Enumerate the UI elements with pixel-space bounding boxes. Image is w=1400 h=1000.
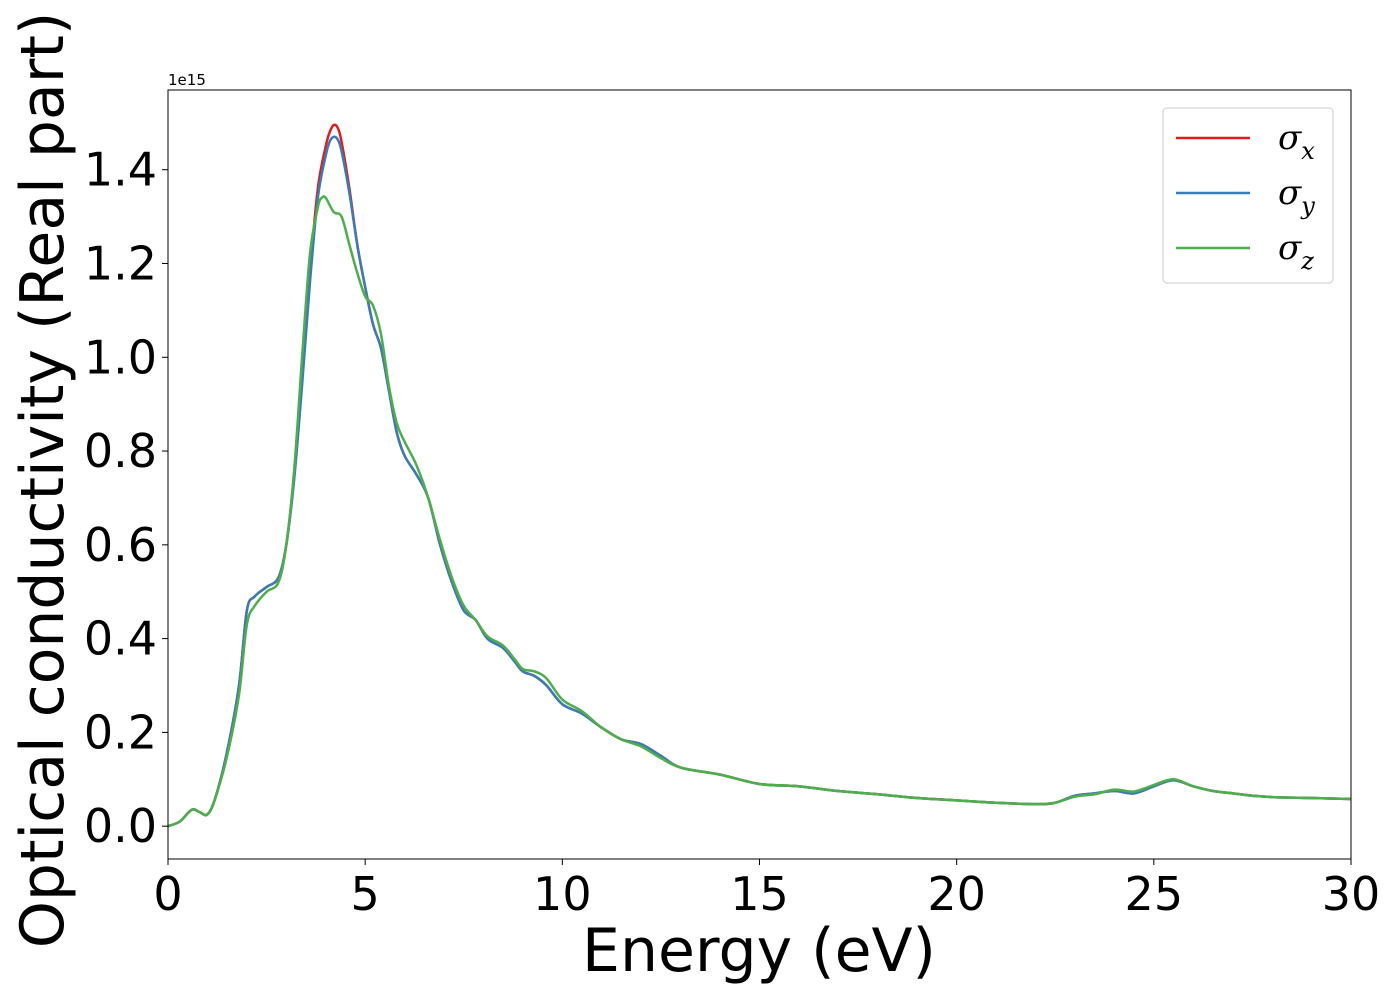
legend-label-z: σz	[1278, 228, 1314, 275]
y-tick-label: 0.2	[84, 705, 157, 759]
y-tick-label: 1.2	[84, 236, 157, 290]
x-axis: 0 5 10 15 20 25 30	[153, 859, 1380, 921]
x-tick-label: 30	[1322, 867, 1381, 921]
legend-label-y: σy	[1278, 173, 1315, 220]
x-tick-label: 25	[1125, 867, 1184, 921]
x-tick-label: 0	[153, 867, 182, 921]
y-tick-label: 0.0	[84, 799, 157, 853]
series-line-z	[167, 195, 1352, 828]
y-tick-label: 1.0	[84, 330, 157, 384]
y-offset-text: 1e15	[168, 71, 206, 89]
y-tick-label: 0.6	[84, 518, 157, 572]
y-tick-label: 0.8	[84, 424, 157, 478]
legend: σx σy σz	[1162, 107, 1334, 284]
y-axis-label: Optical conductivity (Real part)	[8, 12, 78, 949]
y-axis: 0.0 0.2 0.4 0.6 0.8 1.0 1.2 1.4	[84, 143, 168, 853]
legend-label-x: σx	[1278, 118, 1315, 165]
y-tick-label: 0.4	[84, 612, 157, 666]
x-tick-label: 5	[351, 867, 380, 921]
x-axis-label: Energy (eV)	[582, 916, 936, 986]
x-tick-label: 10	[533, 867, 592, 921]
x-tick-label: 20	[927, 867, 986, 921]
series-layer	[167, 123, 1352, 828]
legend-box	[1162, 107, 1334, 284]
x-tick-label: 15	[730, 867, 789, 921]
y-tick-label: 1.4	[84, 143, 157, 197]
